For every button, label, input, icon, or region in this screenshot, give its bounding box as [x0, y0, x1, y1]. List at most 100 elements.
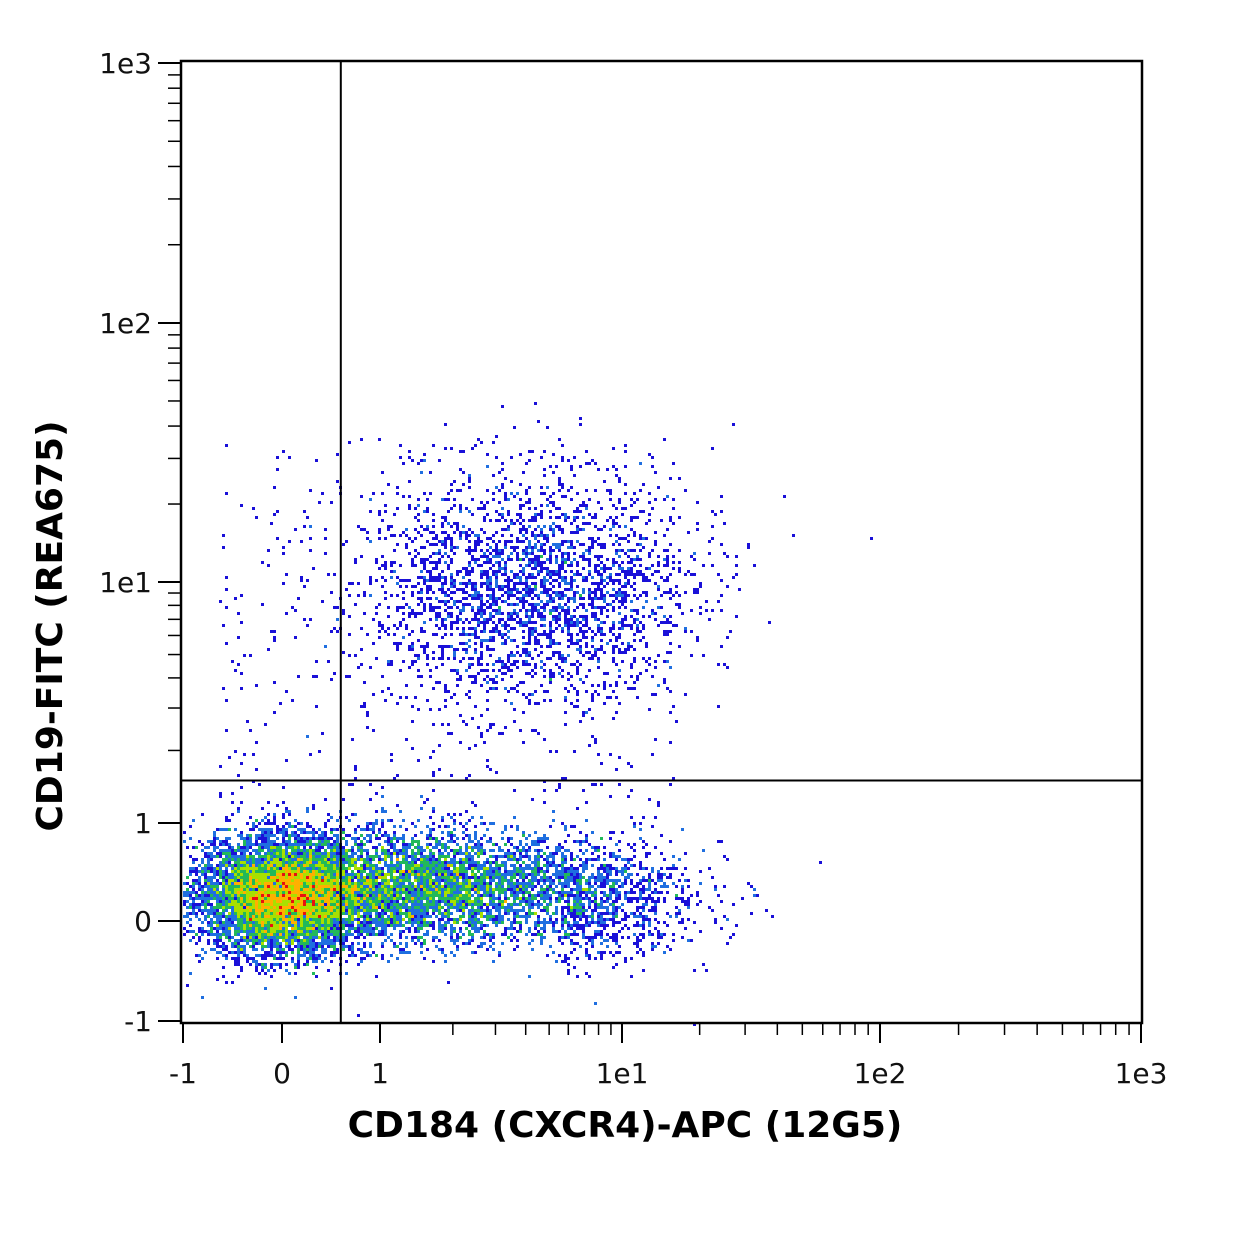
- event-dot: [471, 912, 474, 915]
- event-dot: [348, 903, 351, 906]
- event-dot: [309, 882, 312, 885]
- event-dot: [240, 867, 243, 870]
- event-dot: [243, 882, 246, 885]
- event-dot: [318, 846, 321, 849]
- event-dot: [450, 621, 453, 624]
- event-dot: [642, 921, 645, 924]
- event-dot: [222, 912, 225, 915]
- event-dot: [570, 894, 573, 897]
- event-dot: [369, 894, 372, 897]
- event-dot: [561, 561, 564, 564]
- event-dot: [426, 912, 429, 915]
- event-dot: [408, 846, 411, 849]
- event-dot: [552, 852, 555, 855]
- event-dot: [225, 891, 228, 894]
- event-dot: [255, 858, 258, 861]
- event-dot: [522, 504, 525, 507]
- event-dot: [537, 837, 540, 840]
- event-dot: [237, 855, 240, 858]
- event-dot: [459, 876, 462, 879]
- event-dot: [489, 894, 492, 897]
- event-dot: [306, 882, 309, 885]
- event-dot: [504, 570, 507, 573]
- event-dot: [597, 570, 600, 573]
- event-dot: [285, 939, 288, 942]
- event-dot: [351, 882, 354, 885]
- event-dot: [516, 612, 519, 615]
- event-dot: [507, 849, 510, 852]
- event-dot: [366, 840, 369, 843]
- event-dot: [192, 867, 195, 870]
- event-dot: [300, 870, 303, 873]
- event-dot: [312, 972, 315, 975]
- event-dot: [618, 636, 621, 639]
- event-dot: [456, 852, 459, 855]
- event-dot: [345, 930, 348, 933]
- event-dot: [501, 942, 504, 945]
- event-dot: [429, 915, 432, 918]
- event-dot: [447, 900, 450, 903]
- event-dot: [582, 603, 585, 606]
- event-dot: [354, 882, 357, 885]
- event-dot: [492, 897, 495, 900]
- event-dot: [264, 873, 267, 876]
- event-dot: [357, 885, 360, 888]
- event-dot: [459, 918, 462, 921]
- event-dot: [219, 876, 222, 879]
- event-dot: [336, 879, 339, 882]
- event-dot: [519, 903, 522, 906]
- event-dot: [198, 954, 201, 957]
- event-dot: [342, 906, 345, 909]
- event-dot: [483, 624, 486, 627]
- event-dot: [615, 843, 618, 846]
- event-dot: [258, 783, 261, 786]
- event-dot: [498, 897, 501, 900]
- event-dot: [252, 855, 255, 858]
- event-dot: [285, 822, 288, 825]
- event-dot: [333, 897, 336, 900]
- event-dot: [507, 852, 510, 855]
- event-dot: [513, 816, 516, 819]
- event-dot: [240, 855, 243, 858]
- event-dot: [465, 855, 468, 858]
- event-dot: [222, 858, 225, 861]
- event-dot: [276, 927, 279, 930]
- event-dot: [432, 852, 435, 855]
- event-dot: [483, 903, 486, 906]
- event-dot: [465, 849, 468, 852]
- event-dot: [219, 936, 222, 939]
- event-dot: [612, 690, 615, 693]
- event-dot: [225, 876, 228, 879]
- event-dot: [447, 921, 450, 924]
- event-dot: [228, 939, 231, 942]
- event-dot: [207, 885, 210, 888]
- event-dot: [504, 930, 507, 933]
- event-dot: [324, 888, 327, 891]
- event-dot: [291, 900, 294, 903]
- event-dot: [405, 900, 408, 903]
- event-dot: [300, 954, 303, 957]
- event-dot: [585, 849, 588, 852]
- event-dot: [486, 861, 489, 864]
- event-dot: [450, 879, 453, 882]
- event-dot: [486, 891, 489, 894]
- event-dot: [288, 888, 291, 891]
- event-dot: [360, 879, 363, 882]
- event-dot: [462, 867, 465, 870]
- event-dot: [279, 909, 282, 912]
- event-dot: [273, 945, 276, 948]
- event-dot: [264, 864, 267, 867]
- event-dot: [249, 843, 252, 846]
- event-dot: [450, 549, 453, 552]
- event-dot: [486, 885, 489, 888]
- event-dot: [639, 594, 642, 597]
- event-dot: [432, 861, 435, 864]
- event-dot: [378, 915, 381, 918]
- event-dot: [624, 615, 627, 618]
- event-dot: [462, 873, 465, 876]
- event-dot: [264, 903, 267, 906]
- event-dot: [471, 939, 474, 942]
- event-dot: [429, 897, 432, 900]
- event-dot: [357, 915, 360, 918]
- event-dot: [345, 897, 348, 900]
